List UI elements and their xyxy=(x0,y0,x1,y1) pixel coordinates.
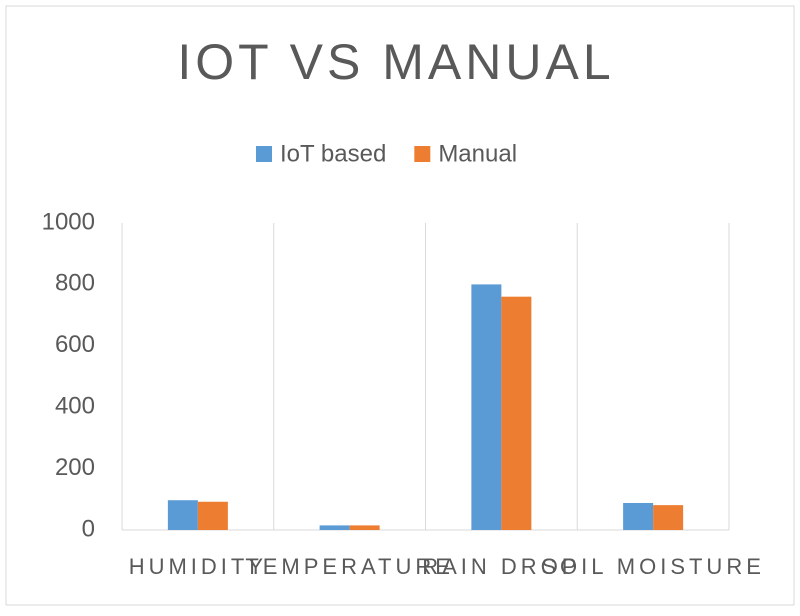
bar xyxy=(501,296,532,530)
y-tick-label: 800 xyxy=(55,270,95,297)
bar xyxy=(349,525,380,530)
y-tick-label: 600 xyxy=(55,331,95,358)
legend-swatch xyxy=(414,146,431,162)
y-tick-label: 1000 xyxy=(42,208,95,235)
legend-label: IoT based xyxy=(280,140,386,167)
chart-title: IOT VS MANUAL xyxy=(177,34,614,90)
bar xyxy=(197,501,228,530)
y-tick-label: 200 xyxy=(55,454,95,481)
x-tick-label: RAIN DROP xyxy=(422,554,580,579)
x-tick-label: TEMPERATURE xyxy=(245,554,454,579)
x-tick-label: HUMIDITY xyxy=(129,554,267,579)
bar xyxy=(623,502,654,530)
x-tick-label: SOIL MOISTURE xyxy=(541,554,765,579)
bar xyxy=(319,525,350,530)
legend-swatch xyxy=(256,146,272,162)
y-tick-label: 400 xyxy=(55,393,95,420)
bar xyxy=(653,505,684,530)
bar xyxy=(167,500,198,530)
legend-label: Manual xyxy=(438,140,517,167)
y-tick-label: 0 xyxy=(82,515,95,542)
bar xyxy=(471,284,502,530)
